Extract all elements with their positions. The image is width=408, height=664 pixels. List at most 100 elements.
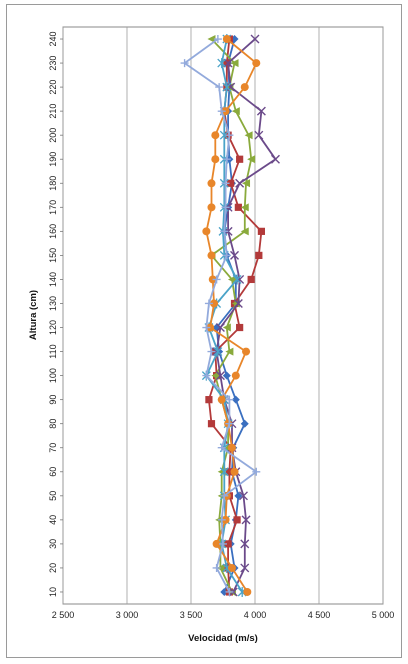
data-point bbox=[243, 587, 252, 596]
x-tick-label: 2 500 bbox=[52, 610, 75, 620]
data-point bbox=[220, 491, 229, 500]
data-point bbox=[236, 155, 244, 163]
data-point bbox=[225, 83, 234, 92]
y-tick-label: 230 bbox=[48, 56, 58, 71]
data-point bbox=[202, 371, 211, 380]
data-point bbox=[215, 371, 225, 381]
x-tick-labels: 2 500 3 000 3 500 4 000 4 500 5 000 bbox=[52, 610, 395, 620]
series-7 bbox=[180, 35, 261, 596]
data-point bbox=[223, 59, 231, 67]
x-axis-label: Velocidad (m/s) bbox=[188, 633, 258, 644]
data-point bbox=[230, 59, 239, 68]
data-point bbox=[224, 540, 232, 548]
y-tick-label: 210 bbox=[48, 104, 58, 119]
data-point bbox=[213, 346, 223, 357]
data-point bbox=[225, 347, 234, 356]
data-point bbox=[252, 59, 261, 68]
data-point bbox=[236, 323, 244, 332]
data-point bbox=[202, 227, 211, 236]
series-line bbox=[215, 38, 277, 593]
grid-lines bbox=[62, 27, 384, 604]
data-point bbox=[233, 298, 243, 308]
data-point bbox=[221, 203, 230, 212]
data-point bbox=[219, 539, 227, 548]
data-point bbox=[254, 130, 264, 140]
y-tick-label: 220 bbox=[48, 80, 58, 95]
data-point bbox=[180, 59, 189, 68]
data-point bbox=[215, 83, 224, 92]
data-point bbox=[205, 396, 213, 404]
data-point bbox=[207, 203, 216, 212]
data-point bbox=[270, 154, 280, 164]
y-tick-label: 70 bbox=[48, 443, 58, 453]
y-tick-label: 160 bbox=[48, 224, 58, 239]
data-point bbox=[221, 179, 230, 188]
data-point bbox=[207, 347, 216, 356]
data-point bbox=[217, 107, 226, 116]
data-point bbox=[225, 468, 233, 476]
y-tick-label: 200 bbox=[48, 128, 58, 143]
series-line bbox=[205, 38, 258, 593]
data-point bbox=[225, 587, 234, 596]
data-point bbox=[202, 323, 211, 332]
data-point bbox=[240, 227, 249, 236]
data-point bbox=[242, 347, 251, 356]
data-point bbox=[242, 179, 251, 188]
y-tick-label: 240 bbox=[48, 32, 58, 47]
data-point bbox=[217, 58, 227, 69]
y-tick-label: 80 bbox=[48, 419, 58, 429]
data-point bbox=[240, 563, 250, 573]
series-line bbox=[210, 38, 253, 593]
data-point bbox=[225, 131, 234, 140]
data-point bbox=[217, 515, 226, 524]
data-point bbox=[223, 58, 233, 68]
data-point bbox=[255, 251, 263, 259]
data-point bbox=[256, 106, 266, 116]
y-tick-label: 30 bbox=[48, 539, 58, 549]
data-point bbox=[204, 299, 213, 308]
data-point bbox=[207, 179, 216, 188]
data-point bbox=[222, 323, 231, 332]
data-point bbox=[222, 155, 231, 164]
data-point bbox=[222, 371, 231, 380]
y-tick-label: 140 bbox=[48, 272, 58, 287]
data-point bbox=[241, 515, 251, 525]
data-point bbox=[207, 420, 216, 428]
y-tick-label: 20 bbox=[48, 563, 58, 573]
y-tick-label: 60 bbox=[48, 467, 58, 477]
y-tick-label: 150 bbox=[48, 248, 58, 263]
data-point bbox=[207, 251, 216, 260]
data-point bbox=[217, 443, 226, 452]
data-point bbox=[240, 203, 249, 212]
data-point bbox=[212, 539, 221, 548]
data-point bbox=[247, 275, 255, 284]
data-point bbox=[257, 227, 265, 235]
data-point bbox=[230, 250, 240, 260]
y-tick-label: 180 bbox=[48, 176, 58, 191]
data-point bbox=[227, 563, 236, 572]
data-point bbox=[217, 395, 226, 404]
data-point bbox=[227, 275, 236, 284]
data-point bbox=[244, 131, 253, 140]
data-point bbox=[212, 275, 221, 284]
data-point bbox=[247, 155, 256, 164]
data-point bbox=[230, 467, 239, 476]
data-point bbox=[222, 251, 231, 260]
data-point bbox=[219, 466, 229, 477]
data-point bbox=[234, 203, 242, 211]
data-point bbox=[231, 395, 240, 404]
data-point bbox=[227, 443, 236, 452]
data-point bbox=[227, 179, 235, 187]
data-point bbox=[212, 563, 221, 572]
data-point bbox=[222, 35, 231, 44]
data-point bbox=[207, 35, 216, 44]
y-tick-label: 110 bbox=[48, 344, 58, 358]
data-point bbox=[240, 83, 249, 92]
x-tick-label: 4 500 bbox=[308, 610, 331, 620]
series-line bbox=[183, 38, 258, 593]
y-tick-label: 40 bbox=[48, 515, 58, 525]
data-point bbox=[225, 395, 234, 404]
data-point bbox=[232, 274, 242, 285]
data-point bbox=[213, 35, 222, 44]
data-point bbox=[220, 227, 229, 236]
